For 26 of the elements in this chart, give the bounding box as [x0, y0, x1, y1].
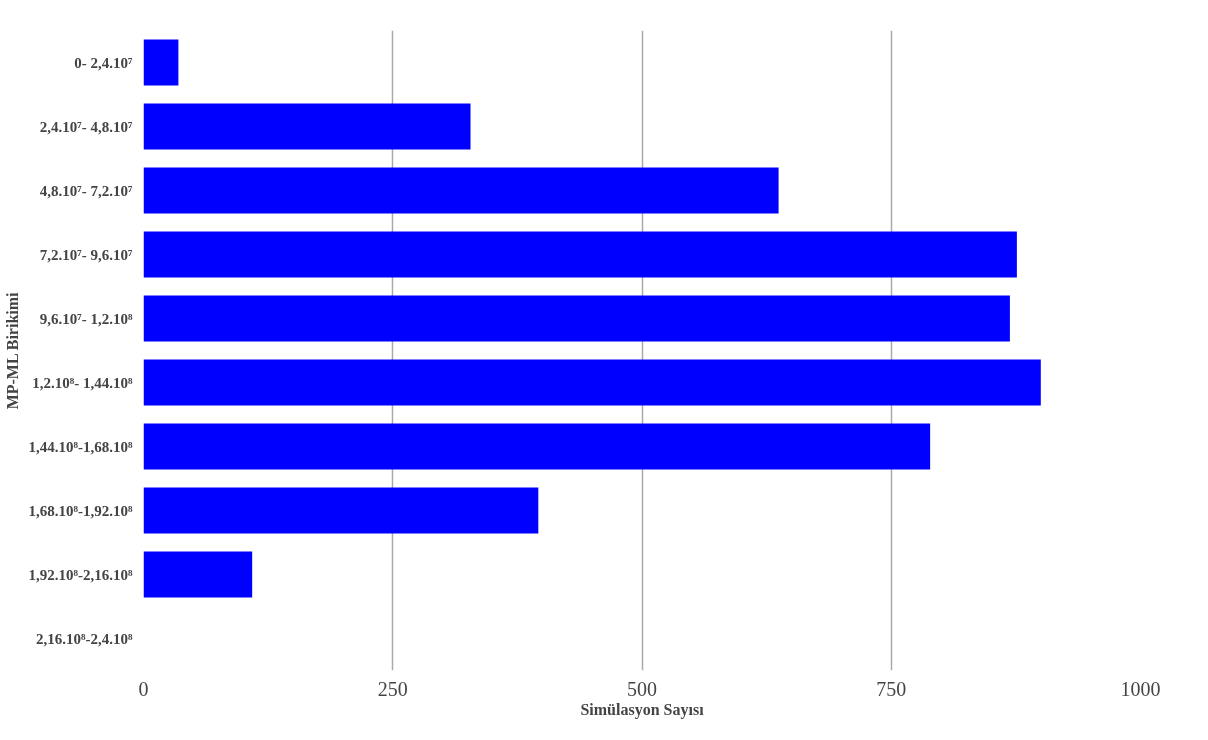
- x-tick-label: 250: [377, 677, 408, 700]
- x-tick-label: 750: [876, 677, 907, 700]
- y-tick-label: 0- 2,4.10⁷: [74, 54, 133, 71]
- bar: [143, 39, 179, 86]
- y-axis-title: MP-ML Birikimi: [3, 291, 21, 410]
- bar: [143, 359, 1041, 406]
- bar: [143, 231, 1017, 278]
- x-tick-label: 1000: [1120, 677, 1161, 700]
- bar: [143, 551, 253, 598]
- y-tick-label: 7,2.10⁷- 9,6.10⁷: [39, 246, 133, 263]
- bar: [143, 423, 931, 470]
- bar: [143, 103, 471, 150]
- y-tick-label: 1,2.10⁸- 1,44.10⁸: [32, 374, 133, 391]
- y-tick-label: 1,92.10⁸-2,16.10⁸: [28, 566, 133, 583]
- y-tick-label: 2,4.10⁷- 4,8.10⁷: [39, 118, 133, 135]
- bar: [143, 167, 779, 214]
- bar: [143, 487, 539, 534]
- y-tick-label: 1,44.10⁸-1,68.10⁸: [28, 438, 133, 455]
- x-tick-label: 500: [627, 677, 657, 700]
- y-tick-label: 4,8.10⁷- 7,2.10⁷: [39, 182, 133, 199]
- y-tick-label: 9,6.10⁷- 1,2.10⁸: [39, 310, 133, 327]
- bar: [143, 295, 1010, 342]
- x-tick-label: 0: [138, 677, 149, 700]
- x-axis-title: Simülasyon Sayısı: [580, 700, 705, 719]
- y-tick-label: 2,16.10⁸-2,4.10⁸: [36, 630, 133, 647]
- y-tick-label: 1,68.10⁸-1,92.10⁸: [28, 502, 133, 519]
